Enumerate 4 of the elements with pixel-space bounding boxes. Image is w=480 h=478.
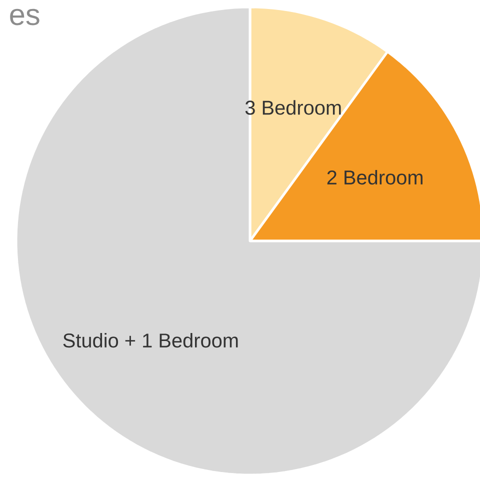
slice-label: 3 Bedroom [245, 100, 341, 115]
chart-title: es [10, 8, 40, 26]
slice-label: Studio + 1 Bedroom [63, 332, 238, 348]
slice-label: 2 Bedroom [327, 170, 422, 185]
